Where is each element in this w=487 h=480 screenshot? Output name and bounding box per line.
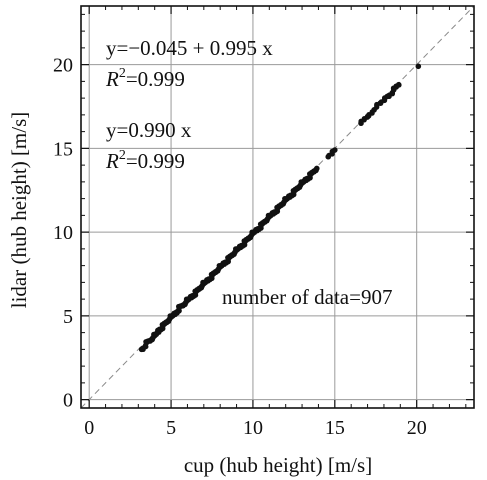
data-count-label: number of data=907 — [222, 285, 392, 309]
x-tick-label: 20 — [407, 417, 427, 439]
data-point — [314, 165, 320, 172]
data-point — [358, 120, 364, 127]
grid-lines — [81, 6, 474, 408]
fit2-r-exponent: 2 — [119, 148, 126, 163]
data-point — [332, 147, 338, 153]
fit1-r-symbol: R — [105, 67, 119, 91]
data-points — [138, 63, 422, 353]
data-point — [325, 153, 332, 160]
data-point — [173, 309, 179, 316]
fit1-equation: y=−0.045 + 0.995 x — [106, 36, 273, 60]
data-point — [415, 63, 422, 70]
data-point — [371, 107, 377, 113]
fit2-r-symbol: R — [105, 149, 119, 173]
data-point — [364, 113, 371, 120]
data-point — [377, 100, 384, 106]
x-tick-label: 0 — [84, 417, 94, 439]
data-point — [384, 93, 391, 100]
x-tick-label: 15 — [325, 417, 345, 439]
data-point — [153, 331, 160, 338]
y-tick-label: 10 — [53, 222, 73, 244]
y-tick-label: 5 — [63, 306, 73, 328]
y-tick-label: 0 — [63, 390, 73, 412]
fit1-r-value: =0.999 — [126, 67, 185, 91]
axis-ticks: 0 5 10 15 20 0 5 10 15 20 — [53, 6, 474, 439]
y-axis-label: lidar (hub height) [m/s] — [7, 112, 31, 309]
fit-annotation-1: y=−0.045 + 0.995 x R2=0.999 — [105, 36, 273, 91]
plot-frame — [80, 5, 475, 409]
data-point — [395, 81, 402, 88]
x-tick-label: 5 — [166, 417, 176, 439]
data-point — [138, 346, 145, 353]
data-point — [390, 86, 397, 93]
x-tick-label: 10 — [243, 417, 263, 439]
y-tick-label: 15 — [53, 138, 73, 160]
fit2-r-squared: R2=0.999 — [105, 148, 185, 173]
fit1-r-exponent: 2 — [119, 66, 126, 81]
fit2-equation: y=0.990 x — [106, 118, 192, 142]
x-axis-label: cup (hub height) [m/s] — [184, 453, 372, 477]
fit-annotation-2: y=0.990 x R2=0.999 — [105, 118, 192, 173]
fit2-r-value: =0.999 — [126, 149, 185, 173]
fit1-r-squared: R2=0.999 — [105, 66, 185, 91]
y-tick-label: 20 — [53, 55, 73, 77]
